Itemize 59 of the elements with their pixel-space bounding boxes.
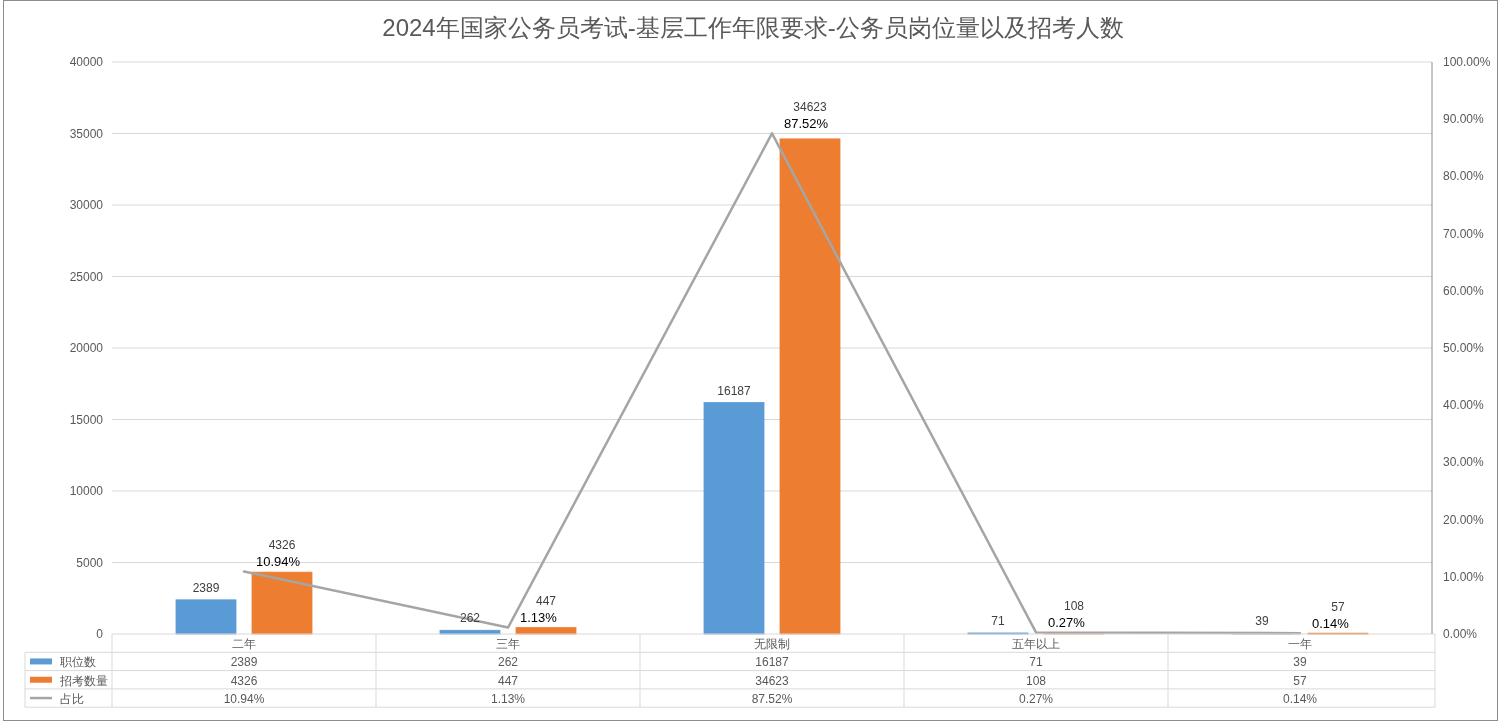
data-label: 39 (1255, 614, 1269, 629)
table-value: 16187 (755, 655, 789, 670)
category-label: 一年 (1288, 637, 1312, 652)
y-tick-label: 10000 (69, 484, 103, 498)
y2-tick-label: 100.00% (1443, 55, 1491, 69)
y2-tick-label: 70.00% (1443, 226, 1484, 241)
data-label: 16187 (717, 383, 751, 398)
y-tick-label: 35000 (69, 126, 103, 141)
legend-label: 占比 (60, 692, 84, 707)
y-tick-label: 40000 (69, 55, 103, 69)
y2-tick-label: 50.00% (1443, 341, 1484, 355)
table-value: 108 (1026, 673, 1046, 688)
y-tick-label: 25000 (69, 269, 103, 284)
table-value: 34623 (755, 673, 789, 688)
data-label: 262 (460, 611, 480, 626)
y2-tick-label: 80.00% (1443, 169, 1484, 184)
data-label: 57 (1331, 599, 1345, 614)
table-value: 0.14% (1283, 692, 1317, 707)
y2-tick-label: 0.00% (1443, 627, 1478, 641)
data-label: 10.94% (256, 553, 301, 569)
y2-tick-label: 40.00% (1443, 398, 1484, 413)
category-label: 二年 (232, 637, 256, 652)
table-value: 39 (1293, 655, 1307, 670)
y-tick-label: 0 (96, 627, 103, 641)
title: 2024年国家公务员考试-基层工作年限要求-公务员岗位量以及招考人数 (382, 14, 1124, 41)
category-label: 三年 (496, 637, 520, 652)
table-value: 0.27% (1019, 692, 1053, 707)
data-label: 0.27% (1048, 614, 1085, 630)
table-value: 71 (1029, 655, 1043, 670)
data-label: 108 (1064, 598, 1084, 613)
table-value: 87.52% (751, 692, 793, 707)
data-label: 34623 (793, 99, 827, 114)
y2-tick-label: 10.00% (1443, 569, 1484, 584)
y2-tick-label: 60.00% (1443, 283, 1484, 298)
legend-label: 职位数 (60, 655, 96, 670)
data-label: 1.13% (520, 610, 557, 626)
data-label: 87.52% (784, 115, 829, 131)
table-value: 1.13% (491, 692, 525, 707)
y-tick-label: 30000 (69, 198, 103, 212)
table-value: 57 (1293, 673, 1307, 688)
category-label: 无限制 (754, 637, 790, 652)
legend-label: 招考数量 (60, 673, 108, 688)
table-value: 447 (498, 673, 518, 688)
y-tick-label: 20000 (69, 341, 103, 355)
table-value: 4326 (230, 673, 258, 688)
data-label: 2389 (192, 580, 220, 595)
table-value: 262 (498, 655, 518, 670)
table-value: 10.94% (223, 692, 265, 707)
y2-tick-label: 20.00% (1443, 512, 1484, 527)
y-tick-label: 15000 (69, 412, 103, 427)
data-label: 71 (991, 614, 1005, 628)
data-label: 4326 (268, 537, 296, 552)
table-value: 2389 (230, 655, 258, 670)
category-label: 五年以上 (1012, 637, 1060, 652)
y2-tick-label: 30.00% (1443, 455, 1484, 470)
data-label: 447 (536, 594, 556, 609)
y-tick-label: 5000 (76, 555, 103, 570)
data-label: 0.14% (1312, 615, 1349, 631)
y2-tick-label: 90.00% (1443, 112, 1484, 127)
